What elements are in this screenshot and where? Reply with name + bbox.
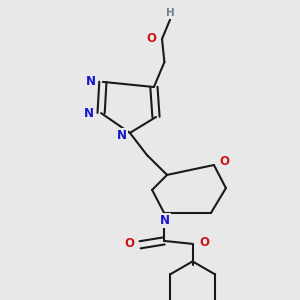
- Text: O: O: [147, 32, 157, 45]
- Text: H: H: [166, 8, 175, 19]
- Text: O: O: [199, 236, 209, 249]
- Text: N: N: [160, 214, 170, 226]
- Text: N: N: [117, 129, 127, 142]
- Text: N: N: [84, 106, 94, 120]
- Text: N: N: [85, 75, 95, 88]
- Text: O: O: [124, 237, 134, 250]
- Text: O: O: [219, 155, 229, 168]
